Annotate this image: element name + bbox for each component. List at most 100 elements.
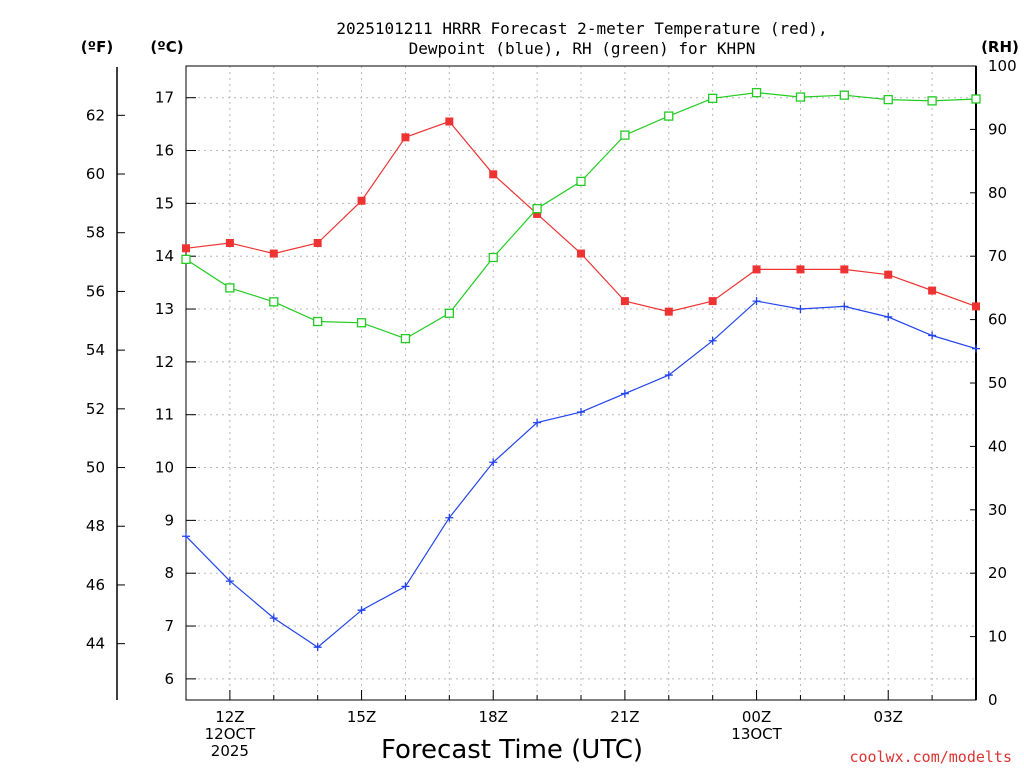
x-tick-label: 2025 — [211, 742, 249, 760]
chart-title-line2: Dewpoint (blue), RH (green) for KHPN — [409, 39, 756, 58]
rh-tick-label: 0 — [988, 691, 998, 709]
temperature-point — [401, 133, 410, 142]
rh-point — [927, 96, 937, 106]
celsius-tick-label: 16 — [155, 142, 174, 160]
rh-unit-label: (RH) — [981, 38, 1019, 56]
celsius-tick-label: 8 — [164, 564, 174, 582]
rh-point — [269, 297, 279, 307]
fahrenheit-tick-label: 56 — [86, 282, 105, 300]
temperature-point — [796, 265, 805, 274]
fahrenheit-tick-label: 50 — [86, 459, 105, 477]
dewpoint-point — [357, 606, 366, 615]
rh-point — [313, 316, 323, 327]
rh-point — [488, 252, 498, 263]
rh-point — [225, 283, 235, 293]
dewpoint-point — [708, 336, 717, 345]
credit-link[interactable]: coolwx.com/modelts — [849, 748, 1012, 766]
dewpoint-point — [401, 582, 410, 591]
temperature-point — [928, 286, 937, 295]
x-tick-label: 00Z — [742, 708, 771, 726]
celsius-tick-label: 13 — [155, 300, 174, 318]
rh-tick-label: 40 — [988, 437, 1007, 455]
x-axis-label: Forecast Time (UTC) — [381, 735, 643, 765]
fahrenheit-unit-label: (ºF) — [81, 38, 113, 56]
dewpoint-point — [533, 418, 542, 427]
fahrenheit-tick-label: 60 — [86, 165, 105, 183]
dewpoint-point — [928, 331, 937, 340]
rh-point — [883, 94, 893, 105]
tick-labels: 6 7 8 9 10 11 12 13 14 15 16 17 44 46 48 50 52 54 56 58 60 62… — [86, 57, 1017, 760]
rh-tick-label: 20 — [988, 564, 1007, 582]
dewpoint-point — [752, 297, 761, 306]
plot-frame — [185, 65, 977, 701]
rh-point — [664, 111, 674, 121]
temperature-point — [884, 270, 893, 279]
celsius-tick-label: 14 — [155, 247, 174, 265]
dewpoint-point — [489, 458, 498, 467]
rh-point — [532, 203, 542, 214]
rh-point — [576, 176, 586, 187]
temperature-point — [664, 307, 673, 316]
x-tick-label: 12Z — [215, 708, 244, 726]
grid-lines — [186, 66, 976, 700]
temperature-point — [708, 297, 717, 306]
temperature-point — [752, 265, 761, 274]
temperature-point — [972, 302, 980, 311]
temperature-point — [533, 209, 542, 218]
temperature-point — [357, 196, 366, 205]
dewpoint-point — [664, 371, 673, 380]
dewpoint-point — [225, 577, 234, 586]
x-tick-label: 12OCT — [205, 725, 256, 743]
rh-tick-label: 90 — [988, 120, 1007, 138]
rh-tick-label: 50 — [988, 374, 1007, 392]
rh-point — [356, 318, 367, 328]
temperature-point — [313, 238, 322, 247]
chart-title-line1: 2025101211 HRRR Forecast 2-meter Tempera… — [336, 19, 827, 38]
x-tick-label: 18Z — [479, 708, 508, 726]
fahrenheit-tick-label: 52 — [86, 400, 105, 418]
fahrenheit-tick-label: 58 — [86, 224, 105, 242]
fahrenheit-tick-label: 62 — [86, 106, 105, 124]
x-tick-label: 13OCT — [731, 725, 782, 743]
x-tick-label: 21Z — [610, 708, 639, 726]
dewpoint-point — [445, 513, 454, 522]
rh-point — [839, 90, 849, 100]
temperature-point — [445, 117, 454, 126]
temperature-point — [182, 244, 190, 253]
rh-tick-label: 80 — [988, 184, 1007, 202]
temperature-point — [620, 297, 629, 306]
fahrenheit-tick-label: 44 — [86, 635, 105, 653]
rh-tick-label: 70 — [988, 247, 1007, 265]
celsius-tick-label: 12 — [155, 353, 174, 371]
temperature-point — [225, 238, 234, 247]
data-series — [181, 87, 981, 652]
dewpoint-point — [840, 302, 849, 311]
celsius-tick-label: 7 — [164, 617, 174, 635]
rh-point — [795, 92, 806, 102]
celsius-tick-label: 9 — [164, 511, 174, 529]
celsius-tick-label: 15 — [155, 194, 174, 212]
rh-point — [444, 308, 454, 318]
rh-point — [181, 254, 191, 265]
dewpoint-point — [182, 532, 190, 541]
fahrenheit-tick-label: 48 — [86, 517, 105, 535]
rh-point — [708, 93, 718, 103]
dewpoint-point — [796, 305, 805, 314]
rh-point — [400, 333, 411, 344]
rh-tick-label: 60 — [988, 311, 1007, 329]
temperature-point — [840, 265, 849, 274]
dewpoint-point — [972, 344, 980, 353]
temperature-point — [489, 170, 498, 179]
rh-point — [971, 94, 981, 104]
axes — [116, 65, 977, 701]
rh-point — [751, 87, 762, 98]
rh-point — [620, 130, 630, 140]
celsius-tick-label: 10 — [155, 459, 174, 477]
dewpoint-point — [269, 614, 278, 623]
rh-tick-label: 100 — [988, 57, 1017, 75]
rh-tick-label: 30 — [988, 501, 1007, 519]
celsius-tick-label: 17 — [155, 89, 174, 107]
dewpoint-point — [577, 408, 585, 417]
x-tick-label: 03Z — [874, 708, 903, 726]
